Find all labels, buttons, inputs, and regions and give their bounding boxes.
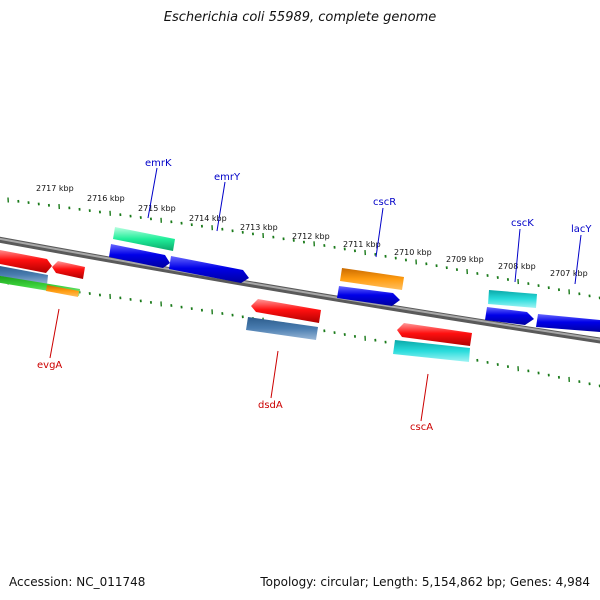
upper-strand-genes bbox=[0, 227, 600, 332]
gene-blue-3[interactable] bbox=[337, 286, 400, 306]
leader-line bbox=[270, 350, 279, 399]
upper-gene-labels: emrK emrY cscR cscK lacY bbox=[145, 158, 592, 285]
gene-red-left-2[interactable] bbox=[52, 261, 85, 279]
gene-label-emrK[interactable]: emrK bbox=[145, 158, 172, 169]
scale-label: 2709 kbp bbox=[446, 255, 484, 264]
leader-line bbox=[49, 308, 60, 359]
leader-line bbox=[375, 207, 384, 258]
gene-label-emrY[interactable]: emrY bbox=[214, 172, 241, 183]
scale-label: 2714 kbp bbox=[189, 214, 227, 223]
lower-gene-labels: evgA dsdA cscA bbox=[37, 308, 433, 433]
gene-emrY[interactable] bbox=[109, 244, 170, 268]
genome-backbone-highlight bbox=[0, 237, 600, 341]
gene-label-cscA[interactable]: cscA bbox=[410, 422, 433, 433]
gene-red-mid[interactable] bbox=[251, 299, 321, 323]
gene-label-lacY[interactable]: lacY bbox=[571, 224, 592, 235]
gene-blue-4[interactable] bbox=[485, 307, 534, 325]
gene-label-cscR[interactable]: cscR bbox=[373, 197, 396, 208]
gene-orange-left[interactable] bbox=[46, 285, 79, 297]
scale-label: 2712 kbp bbox=[292, 232, 330, 241]
leader-line bbox=[147, 167, 158, 219]
gene-steel-left[interactable] bbox=[0, 265, 48, 285]
leader-line bbox=[514, 228, 521, 283]
lower-strand-genes bbox=[0, 265, 472, 362]
leader-line bbox=[574, 234, 582, 285]
scale-label: 2710 kbp bbox=[394, 248, 432, 257]
gene-red-right[interactable] bbox=[397, 323, 472, 346]
gene-lacY[interactable] bbox=[536, 314, 600, 332]
scale-label: 2717 kbp bbox=[36, 184, 74, 193]
scale-label: 2711 kbp bbox=[343, 240, 381, 249]
scale-label: 2716 kbp bbox=[87, 194, 125, 203]
leader-line bbox=[216, 181, 226, 232]
scale-label: 2713 kbp bbox=[240, 223, 278, 232]
leader-line bbox=[420, 373, 429, 422]
gene-emrK[interactable] bbox=[113, 227, 175, 251]
accession-text: Accession: NC_011748 bbox=[9, 575, 146, 589]
gene-cscK[interactable] bbox=[488, 290, 537, 308]
scale-label: 2715 kbp bbox=[138, 204, 176, 213]
scale-label: 2707 kbp bbox=[550, 269, 588, 278]
gene-cscA[interactable] bbox=[393, 340, 470, 362]
gene-cscR[interactable] bbox=[340, 268, 404, 290]
topology-text: Topology: circular; Length: 5,154,862 bp… bbox=[260, 575, 590, 589]
genome-title: Escherichia coli 55989, complete genome bbox=[163, 10, 437, 25]
gene-blue-2[interactable] bbox=[169, 256, 249, 283]
gene-red-left[interactable] bbox=[0, 249, 52, 273]
gene-label-cscK[interactable]: cscK bbox=[511, 218, 534, 229]
gene-label-dsdA[interactable]: dsdA bbox=[258, 400, 283, 411]
gene-dsdA[interactable] bbox=[246, 317, 318, 340]
gene-label-evgA[interactable]: evgA bbox=[37, 360, 62, 371]
